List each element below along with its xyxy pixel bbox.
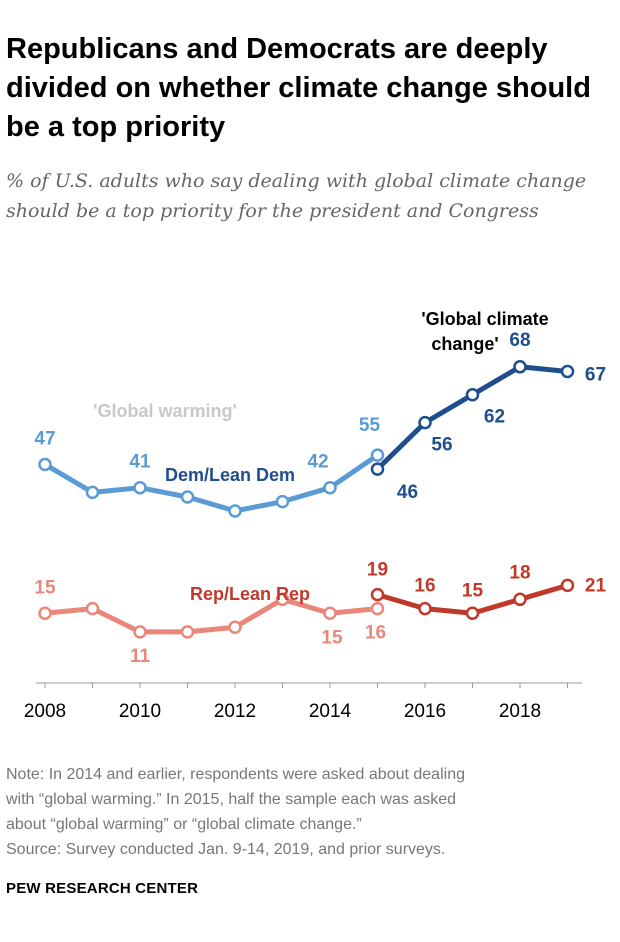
data-labels: 47 41 42 55 46 56 62 68 67 15 11 15 16 19 16 15 18 21 — [34, 330, 606, 667]
data-point — [560, 364, 575, 379]
x-tick-label: 2008 — [24, 701, 66, 722]
data-label: 16 — [414, 576, 435, 597]
data-point — [180, 490, 195, 504]
data-label: 15 — [462, 580, 484, 601]
data-point — [85, 601, 100, 616]
data-label: 15 — [34, 577, 56, 598]
data-label: 18 — [509, 562, 530, 583]
data-point — [133, 480, 147, 495]
annotation-global-climate-change-line1: 'Global climate — [421, 309, 548, 329]
data-point — [465, 387, 480, 402]
x-tick-label: 2018 — [499, 701, 541, 722]
data-point — [85, 485, 100, 500]
data-label: 15 — [321, 627, 343, 648]
data-point — [323, 480, 337, 495]
data-point — [418, 601, 432, 616]
series-label-dem: Dem/Lean Dem — [165, 465, 295, 485]
pew-logo-text: PEW RESEARCH CENTER — [6, 880, 199, 897]
series-label-rep: Rep/Lean Rep — [190, 584, 310, 604]
note-line: with “global warming.” In 2015, half the… — [6, 791, 457, 808]
data-point — [275, 494, 290, 509]
data-point — [370, 448, 385, 462]
chart-notes: Note: In 2014 and earlier, respondents w… — [6, 762, 616, 862]
note-line: about “global warming” or “global climat… — [6, 816, 362, 833]
data-point — [370, 462, 385, 476]
data-label: 21 — [585, 575, 607, 596]
annotation-global-warming: 'Global warming' — [93, 401, 237, 421]
data-point — [38, 606, 52, 620]
note-line: Note: In 2014 and earlier, respondents w… — [6, 766, 465, 783]
data-label: 16 — [365, 623, 386, 644]
data-point — [513, 360, 527, 374]
series-line — [42, 452, 380, 514]
data-label: 41 — [129, 452, 151, 473]
data-label: 19 — [367, 560, 388, 581]
data-label: 67 — [585, 364, 606, 385]
data-label: 11 — [130, 646, 151, 667]
series-line — [375, 364, 570, 472]
data-label: 42 — [307, 452, 328, 473]
x-tick-label: 2010 — [119, 701, 161, 722]
data-point — [180, 625, 195, 639]
series-points — [38, 360, 575, 639]
data-point — [513, 592, 527, 607]
data-label: 62 — [484, 407, 505, 428]
data-point — [228, 504, 242, 518]
source-line: Source: Survey conducted Jan. 9-14, 2019… — [6, 841, 446, 858]
data-point — [133, 625, 147, 639]
chart-subtitle: % of U.S. adults who say dealing with gl… — [6, 170, 587, 222]
data-label: 47 — [34, 428, 55, 449]
annotation-global-climate-change-line2: change' — [431, 334, 498, 354]
data-label: 68 — [509, 330, 530, 351]
line-chart: 2008 2010 2012 2014 2016 2018 47 41 42 55 46 56 62 6… — [24, 309, 607, 722]
x-tick-label: 2012 — [214, 701, 256, 722]
data-point — [38, 457, 52, 472]
data-point — [418, 415, 432, 430]
data-point — [370, 601, 385, 616]
x-axis-ticks: 2008 2010 2012 2014 2016 2018 — [24, 683, 568, 722]
chart-title: Republicans and Democrats are deeply div… — [6, 33, 591, 143]
data-point — [465, 606, 480, 620]
data-point — [228, 620, 242, 634]
data-label: 46 — [397, 482, 418, 503]
data-label: 55 — [359, 415, 381, 436]
series-line — [42, 596, 380, 635]
x-tick-label: 2014 — [309, 701, 352, 722]
data-point — [560, 578, 575, 593]
x-tick-label: 2016 — [404, 701, 446, 722]
data-label: 56 — [431, 435, 452, 456]
data-point — [275, 592, 290, 607]
data-point — [323, 606, 337, 620]
data-point — [370, 587, 385, 602]
